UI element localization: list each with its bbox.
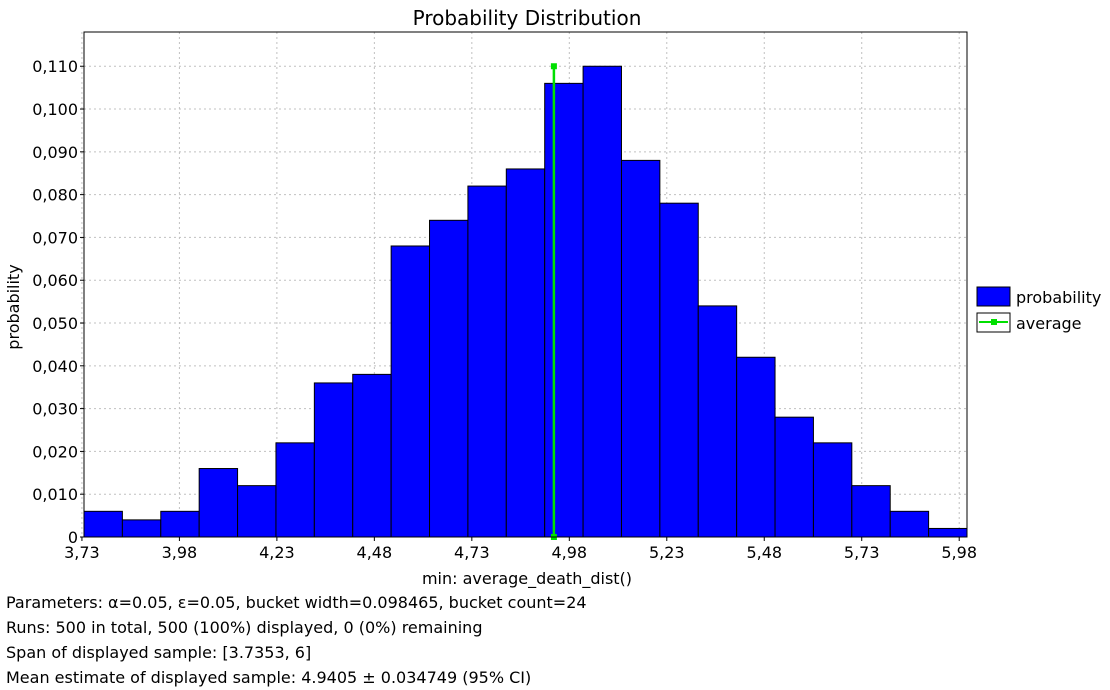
x-tick-label: 5,73	[844, 543, 880, 562]
histogram-bar	[390, 245, 431, 538]
histogram-bars	[83, 65, 968, 538]
y-tick-label: 0,080	[32, 186, 78, 205]
x-tick-label: 3,73	[64, 543, 100, 562]
histogram-bar	[505, 168, 546, 538]
histogram-bar	[851, 485, 891, 538]
plot-area-border	[83, 31, 968, 538]
x-tick-label: 4,48	[357, 543, 393, 562]
histogram-bar	[160, 510, 200, 538]
histogram-bar	[812, 442, 853, 538]
histogram-bar	[659, 202, 699, 538]
y-tick-label: 0,020	[32, 442, 78, 461]
y-tick-label: 0,010	[32, 485, 78, 504]
y-tick-label: 0,070	[32, 228, 78, 247]
average-line-marker	[550, 63, 557, 70]
x-axis-label: min: average_death_dist()	[422, 569, 632, 589]
x-tick-label: 5,23	[649, 543, 685, 562]
histogram-bar	[620, 159, 661, 538]
histogram-bar	[83, 510, 123, 538]
chart-legend: probability average	[976, 286, 1101, 333]
histogram-bar	[889, 510, 930, 538]
x-tick-label: 5,48	[746, 543, 782, 562]
y-tick-label: 0,030	[32, 400, 78, 419]
y-tick-label: 0,100	[32, 100, 78, 119]
x-tick-label: 3,98	[162, 543, 198, 562]
legend-marker-average	[991, 319, 997, 325]
runs-text: Runs: 500 in total, 500 (100%) displayed…	[6, 618, 483, 637]
histogram-bar	[736, 356, 776, 538]
legend-label-average: average	[1016, 314, 1082, 333]
histogram-bar	[352, 373, 392, 538]
span-text: Span of displayed sample: [3.7353, 6]	[6, 643, 312, 662]
x-tick-label: 4,23	[259, 543, 295, 562]
histogram-bar	[313, 382, 354, 538]
y-tick-label: 0,050	[32, 314, 78, 333]
y-tick-label: 0,110	[32, 57, 78, 76]
histogram-bar	[198, 468, 239, 538]
histogram-bar	[429, 219, 469, 538]
histogram-bar	[544, 82, 584, 538]
histogram-bar	[275, 442, 315, 538]
y-tick-label: 0	[68, 528, 78, 547]
histogram-bar	[928, 527, 968, 538]
histogram-bar	[237, 485, 277, 538]
legend-label-probability: probability	[1016, 288, 1101, 307]
y-axis-label: probability	[4, 264, 23, 349]
histogram-bar	[121, 519, 162, 538]
x-tick-label: 4,73	[454, 543, 490, 562]
histogram-bar	[697, 305, 738, 538]
axis-ticks: 3,73 3,98 4,23 4,48 4,73 4,98 5,23 5,48 5,73 5,98…	[32, 57, 977, 562]
legend-swatch-probability	[976, 286, 1011, 307]
histogram-bar	[774, 416, 814, 538]
y-tick-label: 0,090	[32, 143, 78, 162]
parameters-text: Parameters: α=0.05, ε=0.05, bucket width…	[6, 593, 587, 612]
chart-title: Probability Distribution	[413, 6, 642, 30]
histogram-bar	[582, 65, 622, 538]
histogram-bar	[467, 185, 507, 538]
x-tick-label: 4,98	[551, 543, 587, 562]
y-tick-label: 0,040	[32, 357, 78, 376]
y-tick-label: 0,060	[32, 271, 78, 290]
mean-estimate-text: Mean estimate of displayed sample: 4.940…	[6, 668, 532, 687]
x-tick-label: 5,98	[941, 543, 977, 562]
